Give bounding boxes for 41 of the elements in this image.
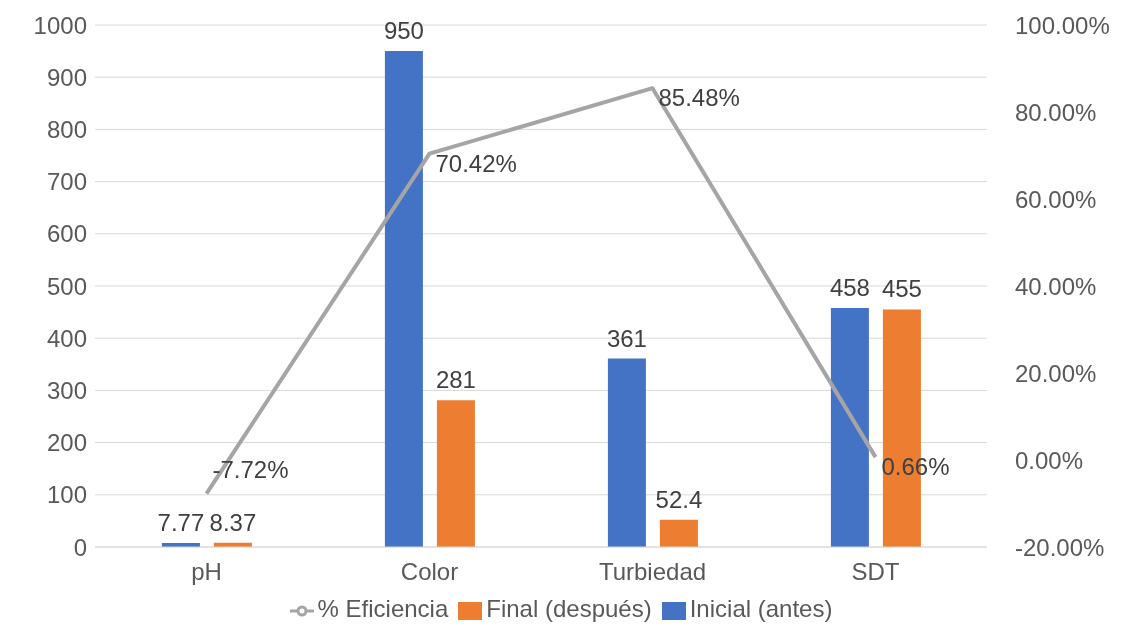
y-tick-label: 200 [46, 429, 87, 457]
y-tick-label: 300 [46, 376, 87, 404]
data-label: -7.72% [212, 455, 289, 483]
y-tick-label: 0 [73, 533, 87, 561]
bar [659, 519, 698, 547]
x-tick-label: SDT [851, 558, 900, 586]
y-tick-label: 900 [46, 63, 87, 91]
bar [436, 400, 475, 547]
bar [384, 51, 423, 547]
y2-tick-label: 100.00% [1015, 11, 1110, 39]
data-label: 8.37 [209, 508, 257, 536]
data-label: 281 [435, 366, 476, 394]
y2-tick-label: 20.00% [1015, 359, 1097, 387]
y2-tick-label: -20.00% [1015, 533, 1105, 561]
y-tick-label: 600 [46, 220, 87, 248]
data-label: 361 [606, 324, 647, 352]
y-tick-label: 800 [46, 115, 87, 143]
y-tick-label: 100 [46, 481, 87, 509]
data-label: 7.77 [157, 508, 205, 536]
data-label: 455 [881, 275, 922, 303]
data-label: 950 [383, 17, 424, 45]
y-tick-label: 1000 [33, 11, 87, 39]
y2-tick-label: 80.00% [1015, 98, 1097, 126]
data-label: 52.4 [655, 485, 703, 513]
bar [607, 358, 646, 547]
y2-tick-label: 60.00% [1015, 185, 1097, 213]
x-tick-label: Turbiedad [598, 558, 707, 586]
y-tick-label: 700 [46, 168, 87, 196]
y-tick-label: 500 [46, 272, 87, 300]
y-tick-label: 400 [46, 324, 87, 352]
x-tick-label: Color [400, 558, 459, 586]
legend-label: Inicial (antes) [689, 595, 833, 622]
y2-tick-label: 0.00% [1015, 446, 1084, 474]
data-label: 458 [829, 273, 870, 301]
x-tick-label: pH [191, 558, 222, 586]
legend-label: Final (después) [486, 595, 652, 622]
data-label: 85.48% [658, 84, 740, 112]
bar [830, 307, 869, 547]
legend-label: % Eficiencia [317, 595, 449, 622]
data-label: 70.42% [435, 149, 517, 177]
y2-tick-label: 40.00% [1015, 272, 1097, 300]
